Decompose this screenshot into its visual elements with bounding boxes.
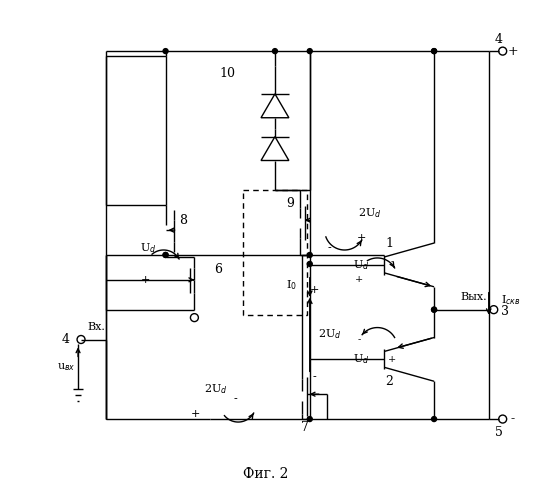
Circle shape bbox=[307, 262, 312, 266]
Text: U$_d$: U$_d$ bbox=[140, 241, 157, 255]
Text: 8: 8 bbox=[180, 214, 188, 226]
Text: -: - bbox=[328, 243, 332, 253]
Text: +: + bbox=[141, 275, 150, 285]
Text: 2U$_d$: 2U$_d$ bbox=[358, 206, 381, 220]
Text: -: - bbox=[358, 335, 361, 344]
Circle shape bbox=[432, 307, 437, 312]
Text: -: - bbox=[313, 372, 317, 382]
Text: Вых.: Вых. bbox=[461, 292, 487, 302]
Circle shape bbox=[432, 307, 437, 312]
Circle shape bbox=[307, 416, 312, 422]
Text: -: - bbox=[174, 252, 177, 262]
Text: 4: 4 bbox=[62, 333, 70, 346]
Text: 9: 9 bbox=[286, 197, 294, 210]
Text: u$_{вх}$: u$_{вх}$ bbox=[57, 362, 75, 373]
Text: I$_{скв}$: I$_{скв}$ bbox=[501, 293, 520, 306]
Circle shape bbox=[307, 252, 312, 258]
Text: Фиг. 2: Фиг. 2 bbox=[244, 467, 289, 481]
Circle shape bbox=[163, 252, 168, 258]
Text: 4: 4 bbox=[495, 32, 503, 46]
Text: 5: 5 bbox=[495, 426, 503, 440]
Text: +: + bbox=[388, 355, 397, 364]
Text: +: + bbox=[191, 409, 200, 419]
Circle shape bbox=[307, 48, 312, 54]
Circle shape bbox=[432, 48, 437, 54]
Text: 3: 3 bbox=[500, 305, 508, 318]
Text: Вх.: Вх. bbox=[87, 322, 105, 332]
Text: 2U$_d$: 2U$_d$ bbox=[204, 382, 227, 396]
Circle shape bbox=[272, 48, 278, 54]
Bar bbox=[243, 190, 307, 314]
Text: 2U$_d$: 2U$_d$ bbox=[318, 328, 342, 342]
Text: +: + bbox=[356, 276, 364, 284]
Circle shape bbox=[163, 252, 168, 258]
Text: 2: 2 bbox=[385, 375, 393, 388]
Circle shape bbox=[432, 48, 437, 54]
Circle shape bbox=[163, 48, 168, 54]
Text: -: - bbox=[511, 412, 515, 426]
Text: U$_d$: U$_d$ bbox=[353, 352, 370, 366]
Text: 10: 10 bbox=[219, 68, 235, 80]
Text: 1: 1 bbox=[385, 236, 393, 250]
Text: +: + bbox=[357, 233, 366, 243]
Text: U$_d$: U$_d$ bbox=[353, 258, 370, 272]
Text: +: + bbox=[507, 44, 518, 58]
Text: -: - bbox=[233, 394, 237, 404]
Text: 6: 6 bbox=[214, 264, 222, 276]
Text: 7: 7 bbox=[301, 420, 309, 434]
Text: +: + bbox=[310, 285, 319, 295]
Text: -: - bbox=[391, 258, 394, 266]
Text: I$_0$: I$_0$ bbox=[286, 278, 297, 291]
Circle shape bbox=[432, 416, 437, 422]
